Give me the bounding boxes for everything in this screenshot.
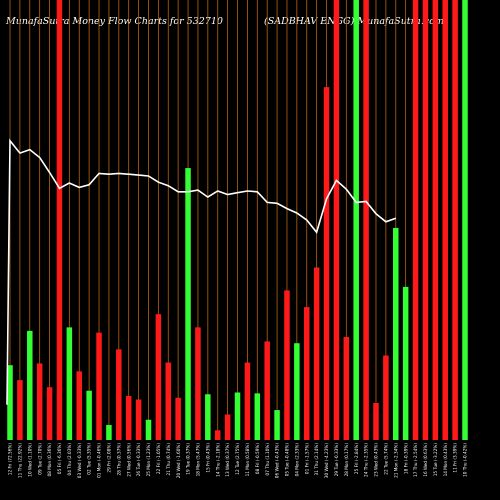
x-tick-label: 21 Thu (0.74%) <box>166 443 171 476</box>
bar <box>303 307 310 440</box>
bar <box>323 87 330 441</box>
bar <box>56 0 63 440</box>
x-tick-label: 21 Mon (-2.34%) <box>393 443 398 478</box>
bar <box>17 380 23 440</box>
x-tick-label: 11 Mon (0.58%) <box>245 443 250 477</box>
x-tick-label: 30 Wed (-4.23%) <box>324 443 329 479</box>
bar <box>185 168 191 440</box>
bar <box>432 0 439 440</box>
x-tick-label: 28 Thu (0.37%) <box>116 443 121 476</box>
x-tick-label: 31 Thu (2.14%) <box>314 443 319 476</box>
x-tick-label: 10 Wed (1.10%) <box>27 443 32 477</box>
x-tick-label: 02 Tue (5.35%) <box>87 443 92 475</box>
x-tick-label: 27 Wed (0.56%) <box>126 443 131 477</box>
x-tick-label: 05 Tue (-0.48%) <box>285 443 290 477</box>
bar <box>422 0 429 440</box>
bar <box>106 425 112 440</box>
chart-title: MunafaSutra Money Flow Charts for 532710 <box>6 16 223 27</box>
x-tick-label: 10 Thu (-0.42%) <box>463 443 468 477</box>
bar <box>402 286 409 440</box>
bar <box>284 290 290 440</box>
x-tick-label: 09 Tue (2.70%) <box>37 443 42 475</box>
x-tick-label: 07 Thu (1.10%) <box>265 443 270 476</box>
bar <box>254 393 261 440</box>
x-tick-label: 01 Fri (-1.57%) <box>304 443 309 474</box>
bar <box>7 365 13 440</box>
x-tick-label: 26 Tue (-0.33%) <box>136 443 141 477</box>
bar <box>86 390 92 440</box>
bar <box>442 0 448 440</box>
bar <box>195 327 201 440</box>
x-tick-label: 04 Mon (2.33%) <box>294 443 299 477</box>
x-tick-label: 17 Thu (-2.54%) <box>413 443 418 477</box>
bar <box>383 355 389 440</box>
bar <box>234 392 241 440</box>
bar <box>294 343 300 440</box>
bar <box>125 396 132 440</box>
bar <box>175 397 181 440</box>
x-tick-label: 14 Mon (0.43%) <box>443 443 448 477</box>
x-tick-label: 05 Fri (-6.36%) <box>57 443 62 474</box>
x-tick-label: 06 Wed (-0.43%) <box>275 443 280 479</box>
x-tick-label: 08 Fri (-0.59%) <box>255 443 260 474</box>
bar <box>224 414 231 440</box>
x-tick-label: 12 Tue (2.75%) <box>235 443 240 475</box>
x-tick-label: 15 Fri (0.43%) <box>205 443 210 473</box>
bar <box>353 0 359 440</box>
x-tick-label: 11 Fri (3.39%) <box>453 443 458 473</box>
bar <box>373 403 379 440</box>
bar <box>264 341 270 440</box>
bar <box>135 399 142 440</box>
bar <box>145 419 152 440</box>
bar <box>155 314 162 440</box>
x-tick-label: 22 Fri (-1.05%) <box>156 443 161 474</box>
x-tick-label: 16 Wed (0.63%) <box>423 443 428 477</box>
x-tick-label: 23 Wed (0.43%) <box>374 443 379 477</box>
bar <box>46 387 53 440</box>
bar <box>393 227 399 440</box>
x-tick-label: 24 Thu (-2.35%) <box>364 443 369 477</box>
x-tick-label: 11 Thu (22.92%) <box>17 443 22 478</box>
bar <box>333 0 340 440</box>
x-tick-label: 12 Fri (72.56%) <box>8 443 13 476</box>
x-tick-label: 18 Mon (5.47%) <box>196 443 201 477</box>
bar <box>96 332 102 440</box>
bar <box>76 371 82 440</box>
price-line <box>6 138 397 405</box>
x-tick-label: 22 Tue (5.74%) <box>383 443 388 475</box>
bar <box>313 267 320 440</box>
x-tick-label: 01 Mon (-0.46%) <box>97 443 102 478</box>
x-tick-label: 14 Thu (-2.18%) <box>215 443 220 477</box>
x-tick-label: 29 Tue (-0.33%) <box>334 443 339 477</box>
x-tick-label: 20 Wed (-1.60%) <box>176 443 181 479</box>
x-tick-label: 08 Mon (0.36%) <box>47 443 52 477</box>
bar <box>36 363 43 440</box>
bar <box>27 330 33 440</box>
bar <box>66 327 73 440</box>
bar <box>462 0 468 440</box>
x-tick-label: 18 Fri (-0.39%) <box>403 443 408 474</box>
bar <box>214 430 221 440</box>
bar <box>274 410 280 440</box>
bar <box>205 394 211 440</box>
x-tick-label: 04 Thu (2.03%) <box>67 443 72 476</box>
bar <box>116 349 122 440</box>
x-tick-label: 29 Fri (2.08%) <box>107 443 112 473</box>
x-tick-label: 25 Mon (1.23%) <box>146 443 151 477</box>
bar <box>412 0 419 440</box>
x-tick-label: 15 Tue (-3.22%) <box>433 443 438 477</box>
bar <box>343 337 350 440</box>
x-tick-label: 13 Wed (0.37%) <box>225 443 230 477</box>
x-tick-label: 19 Tue (0.37%) <box>186 443 191 475</box>
x-tick-label: 03 Wed (-0.33%) <box>77 443 82 479</box>
bar <box>165 362 172 440</box>
x-tick-label: 28 Mon (0.17%) <box>344 443 349 477</box>
bar <box>363 0 369 440</box>
bar <box>452 0 458 440</box>
x-tick-label: 25 Fri (-2.84%) <box>354 443 359 474</box>
bar <box>244 362 251 440</box>
